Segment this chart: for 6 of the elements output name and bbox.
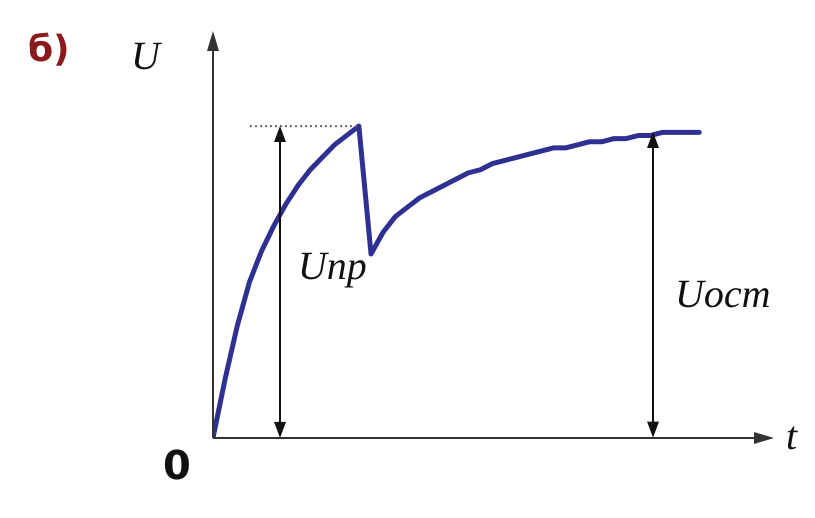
y-axis-title: U	[131, 33, 160, 78]
chart-title: б)	[28, 29, 70, 70]
annotation: Uост	[675, 271, 771, 316]
x-axis-title: t	[786, 413, 798, 458]
annotation: Uпр	[298, 243, 367, 288]
text: 0	[163, 443, 191, 489]
